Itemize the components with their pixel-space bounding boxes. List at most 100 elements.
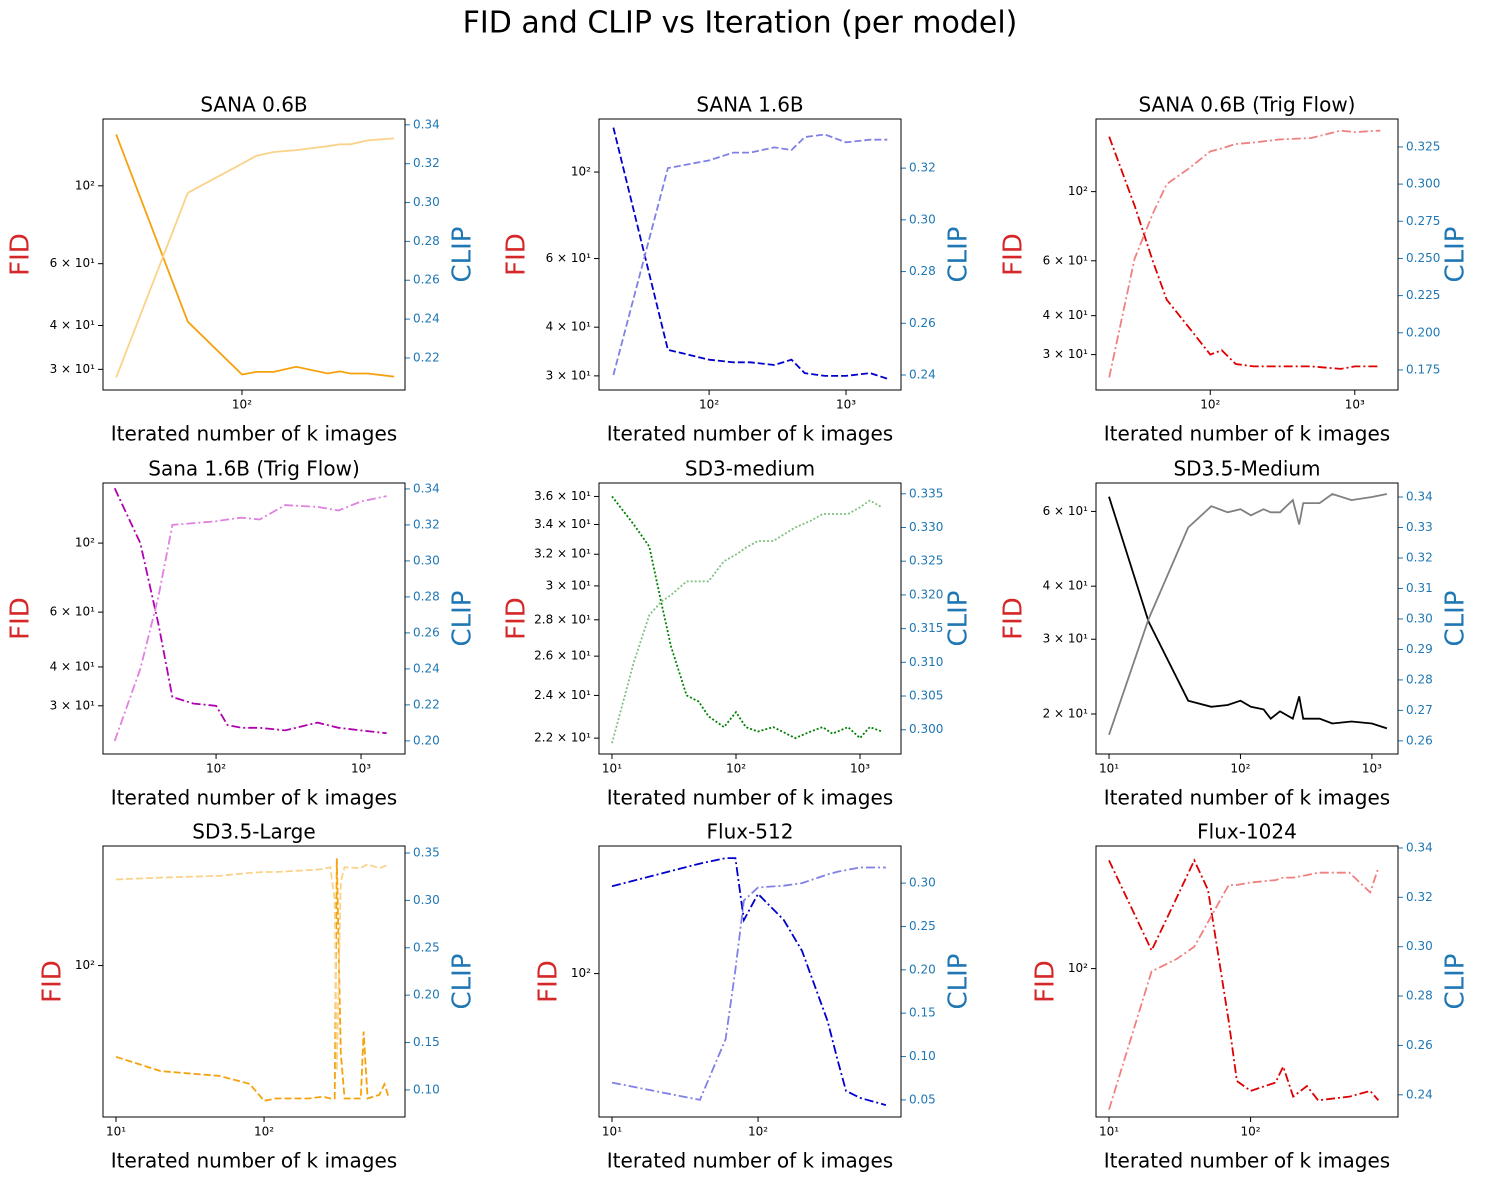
- y-tick-label: 10²: [75, 178, 95, 192]
- axes-frame: [1095, 482, 1399, 755]
- axes-frame: [102, 118, 406, 391]
- x-axis-label: Iterated number of k images: [111, 1149, 397, 1173]
- x-axis-label: Iterated number of k images: [1104, 1149, 1390, 1173]
- y2-tick-label: 0.15: [413, 1035, 440, 1049]
- subplot-title: Sana 1.6B (Trig Flow): [148, 457, 360, 481]
- y-tick-label: 3.6 × 10¹: [534, 489, 591, 503]
- y-tick-label: 10²: [1068, 961, 1088, 975]
- y-tick-label: 2.2 × 10¹: [534, 731, 591, 745]
- y2-tick-label: 0.28: [1406, 672, 1433, 686]
- x-tick-label: 10¹: [1099, 762, 1119, 776]
- y2-tick-label: 0.325: [909, 554, 943, 568]
- y-axis-label: FID: [38, 960, 68, 1003]
- y-tick-label: 3 × 10¹: [50, 698, 96, 712]
- x-tick-label: 10²: [254, 1125, 274, 1139]
- x-tick-label: 10³: [850, 762, 870, 776]
- y-tick-label: 3 × 10¹: [546, 578, 592, 592]
- y2-axis-label: CLIP: [448, 591, 478, 647]
- subplot-title: SD3.5-Medium: [1173, 457, 1320, 481]
- y-tick-label: 4 × 10¹: [50, 659, 96, 673]
- y2-tick-label: 0.25: [413, 940, 440, 954]
- y2-axis-label: CLIP: [448, 954, 478, 1010]
- series-line: [1108, 129, 1381, 378]
- y2-tick-label: 0.26: [1406, 1038, 1433, 1052]
- y2-tick-label: 0.200: [1406, 325, 1440, 339]
- y-tick-label: 10²: [571, 165, 591, 179]
- y2-tick-label: 0.175: [1406, 362, 1440, 376]
- y2-tick-label: 0.24: [413, 661, 440, 675]
- y2-tick-label: 0.26: [413, 625, 440, 639]
- x-tick-label: 10²: [699, 398, 719, 412]
- y2-tick-label: 0.20: [413, 733, 440, 747]
- y-tick-label: 6 × 10¹: [1043, 253, 1089, 267]
- y2-tick-label: 0.300: [1406, 177, 1440, 191]
- x-axis-label: Iterated number of k images: [607, 422, 893, 446]
- series-line: [115, 858, 391, 1102]
- series-line: [113, 495, 387, 742]
- series-line: [113, 487, 387, 735]
- x-tick-label: 10¹: [602, 1125, 622, 1139]
- series-line: [611, 495, 883, 740]
- series-line: [115, 863, 390, 1071]
- y2-tick-label: 0.275: [1406, 214, 1440, 228]
- series-line: [1108, 867, 1380, 1110]
- y2-tick-label: 0.32: [413, 156, 440, 170]
- y2-tick-label: 0.32: [1406, 890, 1433, 904]
- subplot-title: SD3-medium: [685, 457, 815, 481]
- y2-tick-label: 0.30: [413, 553, 440, 567]
- y-axis-label: FID: [502, 233, 532, 276]
- y2-tick-label: 0.32: [1406, 550, 1433, 564]
- y-tick-label: 3.2 × 10¹: [534, 547, 591, 561]
- y2-tick-label: 0.250: [1406, 251, 1440, 265]
- y2-tick-label: 0.34: [1406, 490, 1433, 504]
- y2-tick-label: 0.31: [1406, 581, 1433, 595]
- x-tick-label: 10³: [1362, 762, 1382, 776]
- y-tick-label: 6 × 10¹: [50, 605, 96, 619]
- y-tick-label: 2.6 × 10¹: [534, 649, 591, 663]
- series-line: [115, 137, 395, 378]
- series-line: [612, 127, 888, 380]
- y2-tick-label: 0.34: [413, 117, 440, 131]
- y-tick-label: 2.8 × 10¹: [534, 612, 591, 626]
- y2-tick-label: 0.22: [413, 697, 440, 711]
- x-axis-label: Iterated number of k images: [607, 1149, 893, 1173]
- x-tick-label: 10³: [836, 398, 856, 412]
- x-axis-label: Iterated number of k images: [111, 786, 397, 810]
- x-tick-label: 10²: [232, 398, 252, 412]
- y2-tick-label: 0.225: [1406, 288, 1440, 302]
- y-axis-label: FID: [502, 597, 532, 640]
- y2-tick-label: 0.34: [1406, 840, 1433, 854]
- y2-tick-label: 0.315: [909, 621, 943, 635]
- x-tick-label: 10²: [748, 1125, 768, 1139]
- subplot-title: SANA 0.6B: [200, 93, 307, 117]
- y-tick-label: 3 × 10¹: [546, 368, 592, 382]
- y2-tick-label: 0.28: [413, 589, 440, 603]
- y-axis-label: FID: [1031, 960, 1061, 1003]
- series-line: [611, 866, 886, 1101]
- y2-tick-label: 0.27: [1406, 703, 1433, 717]
- y2-tick-label: 0.310: [909, 655, 943, 669]
- series-line: [611, 857, 887, 1106]
- y2-tick-label: 0.26: [909, 316, 936, 330]
- y2-tick-label: 0.30: [413, 893, 440, 907]
- y2-tick-label: 0.26: [413, 273, 440, 287]
- x-tick-label: 10³: [351, 762, 371, 776]
- y2-tick-label: 0.28: [909, 264, 936, 278]
- y2-tick-label: 0.05: [909, 1092, 936, 1106]
- y2-tick-label: 0.30: [909, 212, 936, 226]
- series-line: [612, 133, 888, 376]
- x-axis-label: Iterated number of k images: [1104, 422, 1390, 446]
- y2-tick-label: 0.30: [1406, 939, 1433, 953]
- series-line: [1108, 496, 1388, 730]
- y-tick-label: 10²: [75, 958, 95, 972]
- axes-frame: [102, 482, 406, 755]
- axes-frame: [102, 845, 406, 1118]
- axes-frame: [598, 482, 902, 755]
- axes-frame: [598, 118, 902, 391]
- y2-axis-label: CLIP: [1441, 591, 1471, 647]
- x-tick-label: 10²: [206, 762, 226, 776]
- y2-tick-label: 0.10: [909, 1049, 936, 1063]
- y-axis-label: FID: [999, 597, 1029, 640]
- x-axis-label: Iterated number of k images: [607, 786, 893, 810]
